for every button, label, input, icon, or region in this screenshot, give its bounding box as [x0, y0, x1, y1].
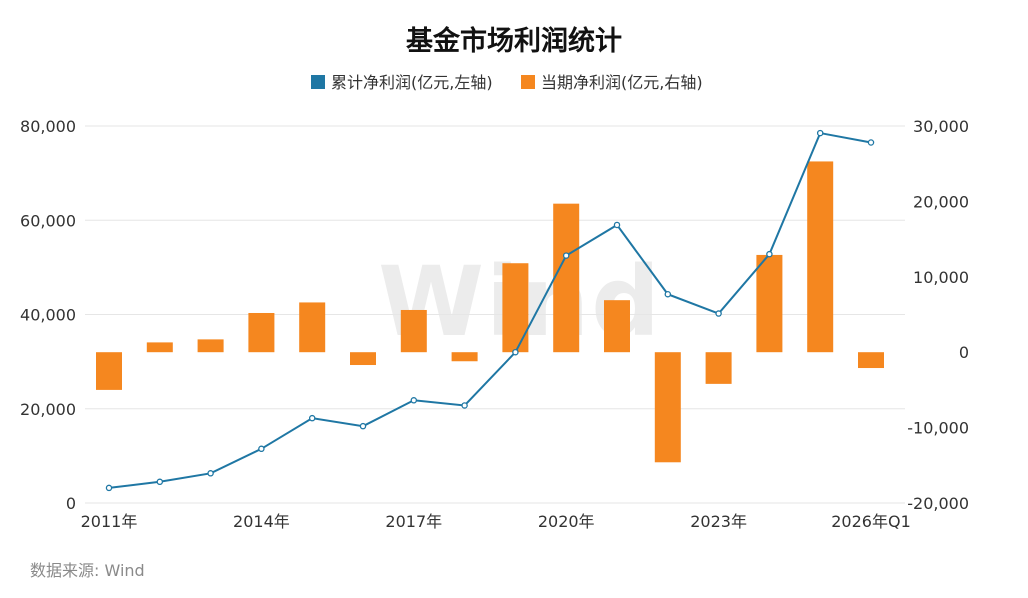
- legend-swatch-cumulative: [311, 75, 325, 89]
- right-axis: -20,000 -10,000 0 10,000 20,000 30,000: [907, 117, 969, 513]
- bar: [96, 352, 122, 390]
- x-tick-label: 2026年Q1: [831, 512, 911, 531]
- right-tick-label: 0: [959, 343, 969, 362]
- right-tick-label: 30,000: [913, 117, 969, 136]
- bar: [197, 339, 224, 353]
- left-tick-label: 60,000: [20, 211, 76, 230]
- bar: [705, 352, 732, 384]
- right-tick-label: 10,000: [913, 268, 969, 287]
- x-tick-label: 2011年: [81, 512, 138, 531]
- legend-label-period: 当期净利润(亿元,右轴): [541, 73, 703, 92]
- x-tick-label: 2020年: [538, 512, 595, 531]
- left-tick-label: 20,000: [20, 400, 76, 419]
- line-point: [715, 310, 722, 317]
- left-tick-label: 80,000: [20, 117, 76, 136]
- x-tick-label: 2014年: [233, 512, 290, 531]
- line-point: [359, 422, 367, 430]
- line-point: [816, 129, 824, 137]
- bar: [451, 352, 478, 362]
- bar: [248, 312, 275, 353]
- bar: [400, 309, 427, 353]
- line-point: [512, 348, 519, 356]
- bar: [756, 254, 783, 353]
- line-point: [308, 414, 316, 422]
- left-axis: 0 20,000 40,000 60,000 80,000: [20, 117, 76, 513]
- bar: [807, 161, 834, 353]
- line-point: [664, 290, 672, 298]
- right-tick-label: -10,000: [907, 419, 969, 438]
- line-point: [562, 252, 570, 259]
- right-tick-label: 20,000: [913, 192, 969, 211]
- line-point: [766, 250, 773, 258]
- bar: [858, 352, 884, 369]
- chart-title: 基金市场利润统计: [406, 25, 622, 57]
- line-point: [105, 484, 113, 492]
- bar: [604, 300, 630, 353]
- left-tick-label: 0: [66, 494, 76, 513]
- line-series: [105, 129, 875, 492]
- bar: [553, 203, 580, 353]
- line-point: [867, 139, 875, 146]
- bar: [146, 342, 173, 353]
- line-point: [461, 402, 468, 409]
- right-tick-label: -20,000: [907, 494, 969, 513]
- line-point: [156, 478, 164, 486]
- left-tick-label: 40,000: [20, 306, 76, 325]
- legend-label-cumulative: 累计净利润(亿元,左轴): [331, 73, 493, 92]
- line-point: [258, 445, 265, 453]
- line-point: [207, 470, 214, 477]
- cumulative-line: [108, 131, 872, 489]
- legend: 累计净利润(亿元,左轴) 当期净利润(亿元,右轴): [311, 73, 703, 92]
- x-axis: 2011年 2014年 2017年 2020年 2023年 2026年Q1: [81, 512, 911, 531]
- line-point: [410, 397, 418, 404]
- bar: [350, 352, 376, 366]
- bar: [502, 263, 529, 353]
- legend-swatch-period: [521, 75, 535, 89]
- x-tick-label: 2017年: [385, 512, 442, 531]
- line-point: [613, 221, 621, 229]
- bar: [299, 302, 326, 353]
- bar: [654, 352, 681, 463]
- source-note: 数据来源: Wind: [30, 561, 145, 580]
- bar-series: [96, 161, 884, 463]
- x-tick-label: 2023年: [690, 512, 747, 531]
